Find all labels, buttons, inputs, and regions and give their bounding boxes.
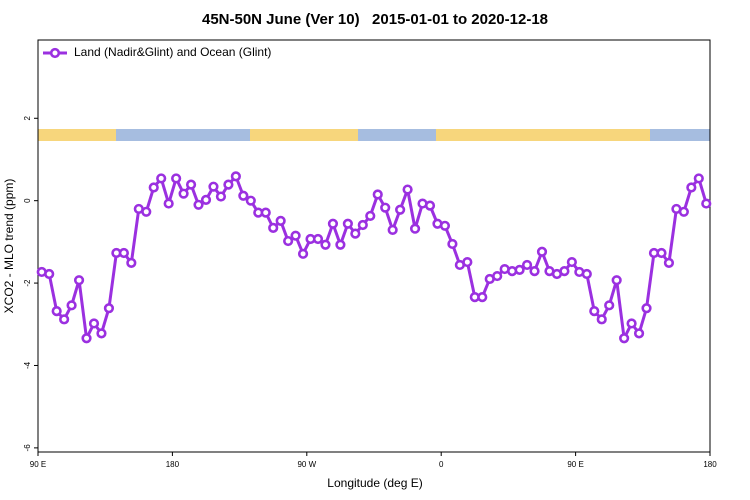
y-tick-label: -2	[23, 279, 32, 287]
data-point	[514, 264, 525, 275]
data-point	[365, 210, 376, 222]
data-point	[387, 224, 398, 236]
data-point	[66, 300, 77, 311]
x-tick-label: 90 W	[297, 460, 316, 469]
data-point	[126, 257, 137, 268]
data-point	[589, 305, 600, 317]
data-point	[327, 218, 339, 229]
data-point	[521, 259, 533, 271]
data-point	[678, 206, 689, 217]
data-point	[581, 268, 592, 280]
data-point	[223, 179, 234, 190]
data-point	[156, 173, 167, 184]
x-tick-label: 180	[166, 460, 180, 469]
data-point	[656, 247, 667, 259]
legend-marker	[49, 47, 61, 59]
data-point	[357, 219, 368, 231]
data-point	[380, 202, 391, 213]
x-tick-label: 90 E	[30, 460, 46, 469]
data-point	[372, 189, 383, 200]
data-point	[230, 171, 241, 182]
y-tick-label: 0	[23, 198, 32, 203]
data-point	[103, 303, 115, 314]
y-tick-label: 2	[23, 116, 32, 121]
data-point	[596, 314, 607, 325]
data-point	[462, 256, 473, 268]
data-point	[477, 291, 488, 303]
data-point	[342, 218, 353, 229]
data-point	[275, 215, 286, 226]
data-point	[260, 207, 271, 218]
data-point	[208, 181, 219, 192]
data-point	[320, 239, 331, 250]
data-point	[492, 270, 503, 282]
data-point	[59, 314, 70, 325]
data-point	[439, 220, 451, 231]
x-axis-label: Longitude (deg E)	[327, 476, 422, 490]
data-point	[350, 228, 361, 239]
data-point	[409, 223, 421, 234]
plot-frame	[37, 39, 711, 453]
data-point	[559, 266, 570, 277]
data-point	[171, 173, 182, 184]
x-tick-label: 180	[703, 460, 717, 469]
data-point	[141, 206, 152, 217]
land-ocean-strip	[38, 129, 710, 141]
data-point	[51, 305, 62, 317]
data-point	[73, 275, 85, 286]
data-point	[200, 194, 212, 205]
data-point	[290, 230, 301, 241]
data-point	[447, 238, 458, 250]
land	[250, 129, 358, 141]
data-point	[193, 199, 204, 210]
land	[436, 129, 650, 141]
data-point	[693, 173, 704, 184]
x-tick-label: 0	[439, 460, 444, 469]
data-point	[245, 195, 256, 206]
data-point	[701, 198, 712, 209]
data-point	[536, 246, 548, 257]
data-point	[312, 233, 324, 245]
data-point	[335, 239, 346, 250]
data-point	[118, 247, 129, 259]
data-point	[424, 200, 436, 211]
data-point	[395, 204, 406, 215]
data-point	[611, 275, 622, 286]
y-tick-label: -6	[23, 444, 32, 452]
data-point	[178, 188, 189, 199]
data-point	[686, 182, 697, 193]
land	[38, 129, 116, 141]
data-point	[529, 266, 540, 277]
data-point	[268, 222, 279, 233]
y-axis-label: XCO2 - MLO trend (ppm)	[2, 179, 16, 314]
series-line	[41, 174, 708, 340]
data-point	[641, 303, 652, 314]
data-point	[566, 256, 577, 268]
data-point	[88, 318, 100, 329]
data-point	[44, 268, 55, 280]
data-point	[163, 198, 174, 209]
data-point	[604, 300, 615, 311]
data-point	[297, 248, 309, 259]
data-point	[283, 235, 294, 247]
data-point	[215, 191, 227, 202]
x-tick-label: 90 E	[567, 460, 583, 469]
data-point	[238, 190, 249, 201]
data-point	[402, 184, 413, 195]
legend-label: Land (Nadir&Glint) and Ocean (Glint)	[74, 45, 271, 59]
data-point	[619, 333, 630, 344]
data-point	[148, 182, 159, 193]
data-point	[81, 333, 92, 344]
data-point	[633, 328, 645, 339]
data-point	[96, 328, 107, 339]
data-point	[663, 257, 675, 268]
data-point	[626, 318, 637, 329]
y-tick-label: -4	[23, 361, 32, 369]
chart-title: 45N-50N June (Ver 10) 2015-01-01 to 2020…	[202, 11, 548, 28]
data-point	[185, 179, 197, 190]
